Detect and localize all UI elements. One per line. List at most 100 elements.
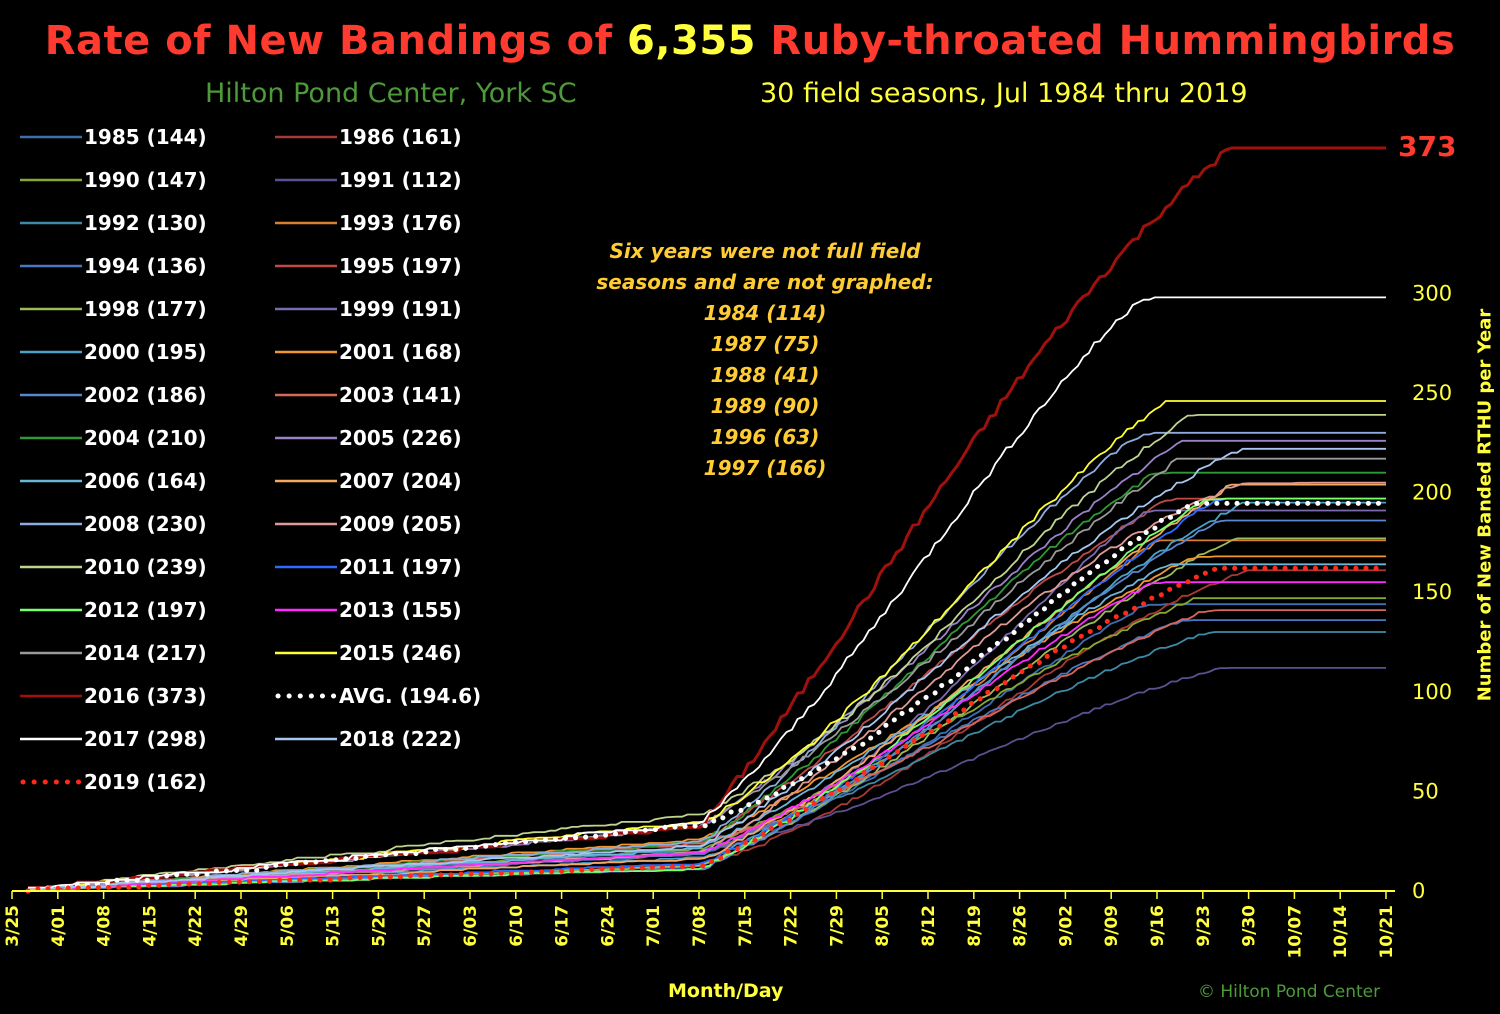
x-tick-label: 10/14	[1331, 905, 1351, 959]
legend-item: 2009 (205)	[275, 511, 462, 537]
x-tick-label: 6/03	[461, 905, 481, 947]
series-line	[28, 481, 1386, 891]
series-line	[28, 497, 1386, 892]
legend-label: 1986 (161)	[339, 125, 462, 149]
legend-label: 2006 (164)	[84, 469, 207, 493]
x-tick-label: 4/29	[232, 905, 252, 947]
legend-item: 2001 (168)	[275, 339, 462, 365]
legend-item: 2003 (141)	[275, 382, 462, 408]
legend-swatch	[275, 737, 337, 741]
legend-label: 2009 (205)	[339, 512, 462, 536]
y-tick-label: 300	[1412, 281, 1452, 305]
y-axis-label: Number of New Banded RTHU per Year	[1474, 308, 1496, 702]
legend-item: 2010 (239)	[20, 554, 207, 580]
legend-swatch	[20, 737, 82, 741]
legend-swatch	[20, 350, 82, 354]
note-line: 1987 (75)	[710, 332, 820, 356]
legend-item: 2017 (298)	[20, 726, 207, 752]
x-tick-label: 4/08	[95, 905, 115, 947]
x-tick-label: 6/10	[507, 905, 527, 947]
series-line	[28, 501, 1386, 890]
legend-label: 1985 (144)	[84, 125, 207, 149]
legend-swatch	[275, 522, 337, 526]
legend-item: 1999 (191)	[275, 296, 462, 322]
title-highlight: 6,355	[626, 18, 756, 64]
legend-item: 1994 (136)	[20, 253, 207, 279]
legend-swatch	[275, 178, 337, 182]
legend-swatch	[275, 565, 337, 569]
legend-label: 2001 (168)	[339, 340, 462, 364]
legend-item: 1998 (177)	[20, 296, 207, 322]
legend-item: 2016 (373)	[20, 683, 207, 709]
y-tick-label: 150	[1412, 580, 1452, 604]
copyright: © Hilton Pond Center	[1198, 982, 1381, 1002]
series-line	[27, 413, 1386, 892]
legend-swatch	[20, 694, 82, 698]
note-line: 1984 (114)	[703, 301, 827, 325]
series-line	[28, 483, 1386, 890]
legend-label: 1998 (177)	[84, 297, 207, 321]
legend-label: 2015 (246)	[339, 641, 462, 665]
legend-item: 2004 (210)	[20, 425, 207, 451]
legend-label: 2008 (230)	[84, 512, 207, 536]
legend-swatch	[20, 651, 82, 655]
series-line	[28, 447, 1386, 891]
note-line: seasons and are not graphed:	[596, 270, 934, 294]
legend-item: 2011 (197)	[275, 554, 462, 580]
legend-label: 2012 (197)	[84, 598, 207, 622]
legend-label: 1995 (197)	[339, 254, 462, 278]
legend-item: 2006 (164)	[20, 468, 207, 494]
legend-item: 2019 (162)	[20, 769, 207, 795]
x-tick-label: 8/12	[919, 905, 939, 947]
series-layer	[25, 146, 1389, 894]
series-line	[28, 497, 1386, 892]
legend-swatch	[20, 608, 82, 612]
legend-label: 2014 (217)	[84, 641, 207, 665]
legend-swatch	[275, 264, 337, 268]
x-tick-label: 9/09	[1102, 905, 1122, 947]
legend-label: 2010 (239)	[84, 555, 207, 579]
note-line: 1997 (166)	[703, 456, 827, 480]
x-tick-label: 8/05	[873, 905, 893, 947]
legend-item: 1990 (147)	[20, 167, 207, 193]
legend-swatch	[275, 393, 337, 397]
x-tick-label: 9/02	[1056, 905, 1076, 947]
legend-label: 2018 (222)	[339, 727, 462, 751]
legend-label: 2004 (210)	[84, 426, 207, 450]
x-tick-label: 5/20	[369, 905, 389, 947]
x-axis-label: Month/Day	[668, 980, 784, 1002]
legend-label: 1993 (176)	[339, 211, 462, 235]
y-tick-label: 50	[1412, 779, 1439, 803]
legend-item: 1992 (130)	[20, 210, 207, 236]
note-line: Six years were not full field	[609, 239, 921, 263]
x-tick-label: 6/17	[553, 905, 573, 947]
chart-title: Rate of New Bandings of 6,355 Ruby-throa…	[0, 18, 1500, 64]
legend-item: 2005 (226)	[275, 425, 462, 451]
legend-label: 2003 (141)	[339, 383, 462, 407]
legend-swatch	[275, 350, 337, 354]
x-tick-label: 4/01	[49, 905, 69, 947]
legend-swatch	[20, 565, 82, 569]
subtitle-right: 30 field seasons, Jul 1984 thru 2019	[760, 78, 1248, 109]
legend-label: 1999 (191)	[339, 297, 462, 321]
legend-swatch	[275, 436, 337, 440]
legend-swatch	[20, 135, 82, 139]
series-line	[28, 471, 1386, 892]
legend-item: 2012 (197)	[20, 597, 207, 623]
legend-item: 1993 (176)	[275, 210, 462, 236]
series-line	[25, 500, 1389, 894]
legend-swatch	[275, 693, 337, 699]
legend-item: 2014 (217)	[20, 640, 207, 666]
x-tick-label: 4/22	[186, 905, 206, 947]
legend-swatch	[275, 479, 337, 483]
legend-item: 1985 (144)	[20, 124, 207, 150]
x-tick-label: 7/29	[827, 905, 847, 947]
x-tick-label: 7/01	[644, 905, 664, 947]
legend-item: 1995 (197)	[275, 253, 462, 279]
x-tick-label: 8/26	[1011, 905, 1031, 947]
legend-item: AVG. (194.6)	[275, 683, 481, 709]
legend-label: AVG. (194.6)	[339, 684, 482, 708]
x-tick-label: 7/15	[736, 905, 756, 947]
note-line: 1996 (63)	[710, 425, 820, 449]
